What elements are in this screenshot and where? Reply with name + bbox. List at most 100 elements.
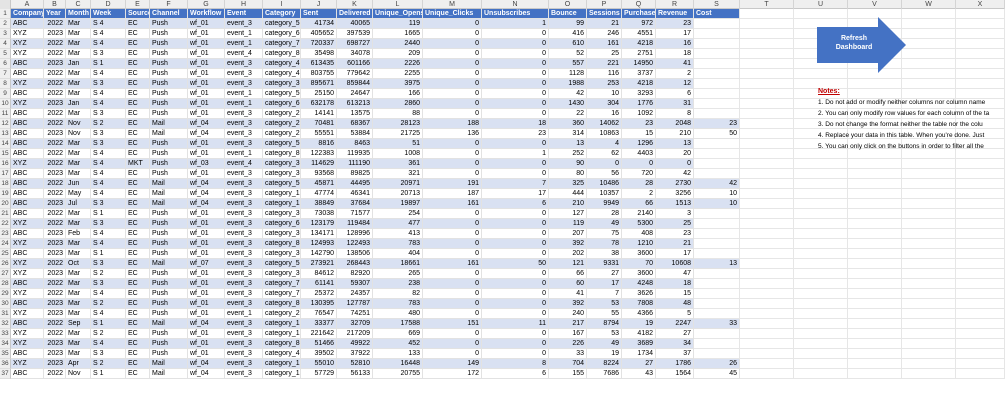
row-number[interactable]: 13	[0, 129, 11, 139]
table-cell[interactable]: 59307	[337, 279, 373, 289]
table-cell[interactable]: EC	[126, 209, 150, 219]
table-cell[interactable]: event_4	[225, 159, 263, 169]
empty-cell[interactable]	[740, 119, 794, 129]
table-cell[interactable]: 3293	[622, 89, 656, 99]
table-cell[interactable]: 408	[622, 229, 656, 239]
empty-cell[interactable]	[794, 159, 848, 169]
table-cell[interactable]: 114629	[301, 159, 337, 169]
table-cell[interactable]: Mar	[66, 69, 91, 79]
table-cell[interactable]: 0	[482, 99, 549, 109]
table-cell[interactable]: wf_01	[188, 79, 225, 89]
table-cell[interactable]: Mail	[150, 369, 188, 379]
table-cell[interactable]: 0	[482, 239, 549, 249]
table-cell[interactable]: 18	[656, 279, 694, 289]
empty-cell[interactable]	[848, 249, 902, 259]
table-cell[interactable]: 4	[587, 139, 622, 149]
column-header-w[interactable]: W	[902, 0, 956, 9]
empty-cell[interactable]	[902, 139, 956, 149]
table-cell[interactable]: EC	[126, 309, 150, 319]
empty-cell[interactable]	[848, 369, 902, 379]
table-cell[interactable]: EC	[126, 139, 150, 149]
column-header-k[interactable]: K	[337, 0, 373, 9]
table-cell[interactable]: EC	[126, 69, 150, 79]
table-cell[interactable]: 161	[423, 259, 482, 269]
table-cell[interactable]: 0	[622, 159, 656, 169]
empty-cell[interactable]	[848, 69, 902, 79]
table-cell[interactable]: 0	[423, 29, 482, 39]
table-cell[interactable]: XYZ	[11, 239, 44, 249]
select-all-corner[interactable]	[0, 0, 11, 9]
table-cell[interactable]: Push	[150, 69, 188, 79]
table-cell[interactable]: 25	[656, 219, 694, 229]
empty-cell[interactable]	[848, 219, 902, 229]
table-cell[interactable]: Mar	[66, 139, 91, 149]
table-cell[interactable]: 1	[482, 149, 549, 159]
table-cell[interactable]: Mar	[66, 309, 91, 319]
table-cell[interactable]: S 4	[91, 159, 126, 169]
table-cell[interactable]: 127787	[337, 299, 373, 309]
table-cell[interactable]: 0	[423, 19, 482, 29]
table-cell[interactable]: 3600	[622, 249, 656, 259]
row-number[interactable]: 35	[0, 349, 11, 359]
table-cell[interactable]: 66	[622, 199, 656, 209]
table-cell[interactable]: Mail	[150, 199, 188, 209]
table-cell[interactable]: event_1	[225, 89, 263, 99]
empty-cell[interactable]	[902, 159, 956, 169]
table-cell[interactable]: 76547	[301, 309, 337, 319]
table-cell[interactable]: 0	[423, 329, 482, 339]
table-cell[interactable]: Push	[150, 79, 188, 89]
table-cell[interactable]: 7808	[622, 299, 656, 309]
table-cell[interactable]: 0	[423, 39, 482, 49]
table-cell[interactable]: 27	[656, 329, 694, 339]
table-cell[interactable]: 37684	[337, 199, 373, 209]
empty-cell[interactable]	[956, 339, 1005, 349]
table-cell[interactable]: Mar	[66, 349, 91, 359]
table-cell[interactable]: 28	[587, 209, 622, 219]
table-cell[interactable]: Push	[150, 209, 188, 219]
table-cell[interactable]: 0	[482, 349, 549, 359]
table-cell[interactable]: EC	[126, 369, 150, 379]
table-cell[interactable]: 238	[373, 279, 423, 289]
table-cell[interactable]: 2022	[44, 209, 66, 219]
table-cell[interactable]: 14062	[587, 119, 622, 129]
table-cell[interactable]: 90	[549, 159, 587, 169]
empty-cell[interactable]	[740, 349, 794, 359]
table-cell[interactable]: 2022	[44, 329, 66, 339]
table-cell[interactable]: 3600	[622, 269, 656, 279]
table-cell[interactable]: 1430	[549, 99, 587, 109]
empty-cell[interactable]	[956, 29, 1005, 39]
empty-cell[interactable]	[956, 179, 1005, 189]
row-number[interactable]: 19	[0, 189, 11, 199]
empty-cell[interactable]	[694, 69, 740, 79]
table-cell[interactable]: 4248	[622, 279, 656, 289]
empty-cell[interactable]	[694, 49, 740, 59]
table-cell[interactable]: 1296	[622, 139, 656, 149]
row-number[interactable]: 31	[0, 309, 11, 319]
table-cell[interactable]: 253	[587, 79, 622, 89]
table-cell[interactable]: 130395	[301, 299, 337, 309]
table-cell[interactable]: category_1	[263, 189, 301, 199]
empty-cell[interactable]	[794, 319, 848, 329]
empty-cell[interactable]	[902, 299, 956, 309]
table-cell[interactable]: Push	[150, 269, 188, 279]
table-cell[interactable]: event_3	[225, 319, 263, 329]
empty-cell[interactable]	[848, 259, 902, 269]
table-cell[interactable]: 2023	[44, 349, 66, 359]
empty-cell[interactable]	[848, 159, 902, 169]
table-cell[interactable]: ABC	[11, 109, 44, 119]
table-cell[interactable]: 19	[622, 319, 656, 329]
table-cell[interactable]: wf_01	[188, 39, 225, 49]
table-cell[interactable]: ABC	[11, 209, 44, 219]
column-header-s[interactable]: S	[694, 0, 740, 9]
table-cell[interactable]: S 1	[91, 249, 126, 259]
column-title-cell[interactable]: Category	[263, 9, 301, 19]
empty-cell[interactable]	[740, 89, 794, 99]
table-cell[interactable]: 2023	[44, 339, 66, 349]
table-cell[interactable]: 25372	[301, 289, 337, 299]
table-cell[interactable]: 0	[482, 219, 549, 229]
table-cell[interactable]: event_3	[225, 59, 263, 69]
table-cell[interactable]: 161	[423, 199, 482, 209]
table-cell[interactable]: EC	[126, 279, 150, 289]
table-cell[interactable]: Oct	[66, 259, 91, 269]
table-cell[interactable]: category_3	[263, 209, 301, 219]
